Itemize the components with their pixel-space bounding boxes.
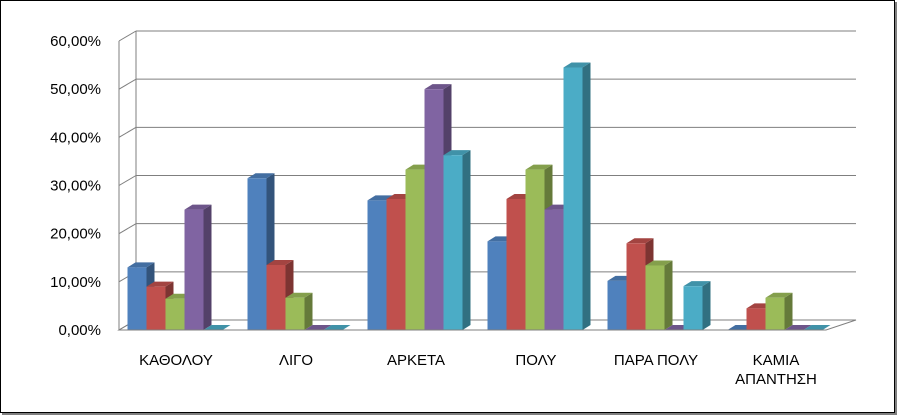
bar-side — [304, 292, 313, 330]
bar — [247, 178, 267, 330]
bar — [405, 169, 425, 330]
bar-top — [563, 62, 591, 68]
bar-side — [702, 281, 711, 330]
bar-top — [184, 204, 212, 210]
bar-top — [127, 262, 155, 268]
bar — [683, 286, 703, 330]
gridline-side — [118, 30, 137, 42]
bar — [487, 241, 507, 330]
y-tick-label: 20,00% — [50, 226, 101, 243]
bar-side — [784, 292, 793, 330]
bar — [563, 67, 583, 330]
y-tick-label: 30,00% — [50, 178, 101, 195]
bar-top — [247, 173, 275, 179]
bar-top — [765, 292, 793, 298]
x-tick-label: ΠΑΡΑ ΠΟΛΥ — [614, 352, 698, 369]
gridline-side — [118, 78, 137, 90]
gridline-side — [118, 126, 137, 138]
y-tick-label: 10,00% — [50, 274, 101, 291]
bar-top — [443, 150, 471, 156]
bar — [544, 209, 564, 330]
x-tick-label: ΚΑΘΟΛΟΥ — [139, 352, 213, 369]
bar — [146, 286, 166, 330]
bar-top — [146, 281, 174, 287]
y-tick-label: 0,00% — [58, 322, 101, 339]
bar-top — [266, 259, 294, 265]
bar — [765, 297, 785, 330]
y-tick-label: 40,00% — [50, 129, 101, 146]
bar — [645, 265, 665, 330]
bar-top — [683, 281, 711, 287]
bar-top — [323, 325, 351, 330]
bar — [165, 298, 185, 330]
bar — [266, 264, 286, 330]
bar-top — [803, 325, 831, 330]
bar — [746, 308, 766, 330]
bar-side — [664, 260, 673, 330]
bar-top — [626, 238, 654, 244]
bar — [386, 198, 406, 330]
bar-top — [424, 84, 452, 90]
x-tick-label: ΑΡΚΕΤΑ — [387, 352, 445, 369]
y-tick-label: 50,00% — [50, 81, 101, 98]
bar-top — [304, 325, 332, 330]
bar-side — [203, 204, 212, 330]
x-tick-label: ΑΠΑΝΤΗΣΗ — [735, 371, 817, 388]
bar-top — [525, 164, 553, 170]
bar — [127, 267, 147, 330]
bar-side — [582, 62, 591, 330]
bar — [506, 198, 526, 330]
bar — [424, 89, 444, 331]
y-tick-label: 60,00% — [50, 33, 101, 50]
gridline-side — [118, 223, 137, 235]
x-tick-label: ΛΙΓΟ — [279, 352, 313, 369]
bar — [626, 243, 646, 330]
bar — [367, 200, 387, 330]
x-tick-label: ΠΟΛΥ — [515, 352, 556, 369]
bar-top — [203, 325, 231, 330]
bar-side — [462, 150, 471, 330]
bar — [443, 155, 463, 330]
bar-top — [645, 260, 673, 266]
bar — [285, 297, 305, 330]
bar-top — [285, 292, 313, 298]
bar — [184, 209, 204, 330]
gridline-side — [118, 175, 137, 186]
x-tick-label: ΚΑΜΙΑ — [753, 352, 800, 369]
bar — [525, 169, 545, 330]
bar — [607, 280, 627, 330]
bar-top — [784, 325, 812, 330]
